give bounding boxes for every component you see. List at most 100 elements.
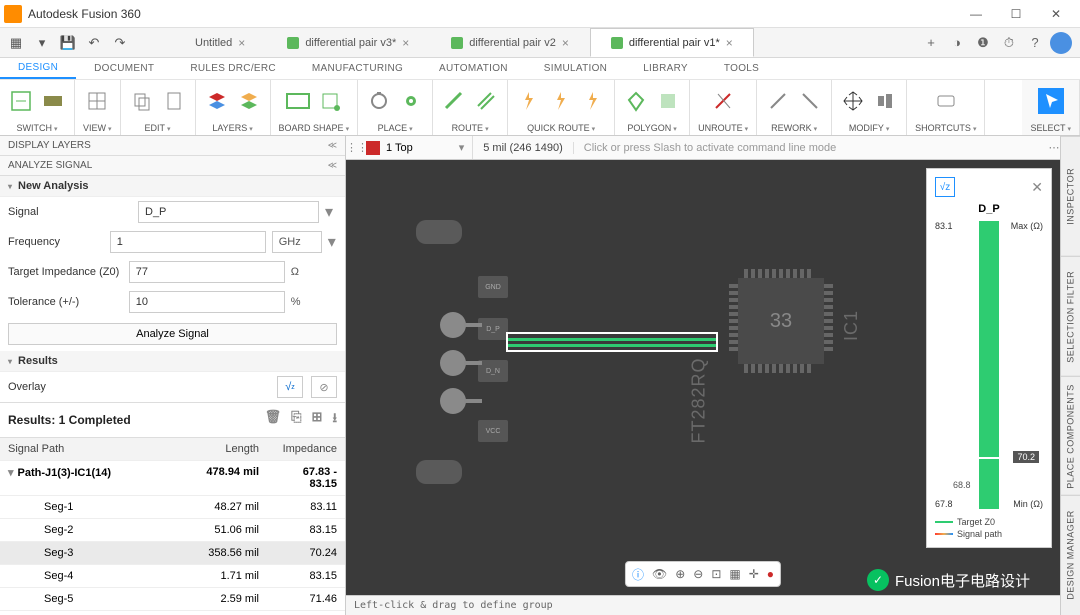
quick1-icon[interactable] <box>516 88 542 114</box>
place-icon[interactable] <box>366 88 392 114</box>
frequency-unit-select[interactable] <box>272 231 322 253</box>
pcb-canvas[interactable]: GND D_P D_N VCC 33 FT282RQ IC1 <box>346 160 1060 615</box>
schematic-icon[interactable] <box>8 88 34 114</box>
select-icon[interactable] <box>1038 88 1064 114</box>
outline-icon[interactable] <box>285 88 311 114</box>
paste-icon[interactable] <box>161 88 187 114</box>
delete-icon[interactable]: 🗑 <box>265 409 282 431</box>
menu-simulation[interactable]: SIMULATION <box>526 58 625 79</box>
menu-tools[interactable]: TOOLS <box>706 58 777 79</box>
tab-diffpair-v2[interactable]: differential pair v2× <box>430 28 590 57</box>
rework-icon[interactable] <box>765 88 791 114</box>
ribbon-route[interactable]: ROUTE <box>433 80 508 135</box>
move-icon[interactable] <box>840 88 866 114</box>
undo-icon[interactable]: ↶ <box>82 31 106 55</box>
new-analysis-header[interactable]: ▾New Analysis <box>0 176 345 197</box>
table-row[interactable]: Seg-148.27 mil83.11 <box>0 496 345 519</box>
ribbon-board-shape[interactable]: BOARD SHAPE <box>271 80 359 135</box>
save-icon[interactable]: 💾 <box>56 31 80 55</box>
layer-selector[interactable]: 1 Top▾ <box>358 136 473 159</box>
overlay-off-button[interactable]: ⊘ <box>311 376 337 398</box>
close-icon[interactable]: × <box>238 36 245 50</box>
tab-diffpair-v1[interactable]: differential pair v1*× <box>590 28 754 57</box>
tolerance-input[interactable] <box>129 291 285 313</box>
analyze-signal-panel-header[interactable]: ANALYZE SIGNAL≪ <box>0 156 345 176</box>
ribbon-shortcuts[interactable]: SHORTCUTS <box>907 80 985 135</box>
menu-automation[interactable]: AUTOMATION <box>421 58 526 79</box>
close-icon[interactable]: × <box>726 36 733 50</box>
impedance-icon[interactable]: √z <box>935 177 955 197</box>
table-row[interactable]: Seg-251.06 mil83.15 <box>0 519 345 542</box>
layers-icon[interactable] <box>204 88 230 114</box>
route-icon[interactable] <box>441 88 467 114</box>
panel-drag-icon[interactable]: ⋮⋮ <box>346 141 358 154</box>
table-icon[interactable]: ⊞ <box>312 409 323 431</box>
diffroute-icon[interactable] <box>473 88 499 114</box>
zoom-fit-icon[interactable]: ⊡ <box>711 567 721 581</box>
export-icon[interactable]: ⭳ <box>332 409 337 431</box>
apps-icon[interactable]: ▦ <box>4 31 28 55</box>
analyze-signal-button[interactable]: Analyze Signal <box>8 323 337 345</box>
overflow-icon[interactable]: ⋯ <box>1048 141 1060 154</box>
ribbon-unroute[interactable]: UNROUTE <box>690 80 757 135</box>
close-button[interactable]: ✕ <box>1036 0 1076 28</box>
via-icon[interactable] <box>398 88 424 114</box>
redo-icon[interactable]: ↷ <box>108 31 132 55</box>
tab-untitled[interactable]: Untitled× <box>174 28 266 57</box>
minimize-button[interactable]: — <box>956 0 996 28</box>
table-row[interactable]: Seg-52.59 mil71.46 <box>0 588 345 611</box>
board-icon[interactable] <box>40 88 66 114</box>
eye-icon[interactable]: 👁 <box>652 567 667 581</box>
copy-icon[interactable] <box>129 88 155 114</box>
menu-document[interactable]: DOCUMENT <box>76 58 172 79</box>
extensions-icon[interactable]: ◑ <box>946 32 968 54</box>
impedance-input[interactable] <box>129 261 285 283</box>
ribbon-switch[interactable]: SWITCH <box>0 80 75 135</box>
ribbon-modify[interactable]: MODIFY <box>832 80 907 135</box>
unroute-icon[interactable] <box>710 88 736 114</box>
close-icon[interactable]: × <box>562 36 569 50</box>
align-icon[interactable] <box>872 88 898 114</box>
copy-icon[interactable]: ⎘ <box>291 409 301 431</box>
tab-selection-filter[interactable]: SELECTION FILTER <box>1061 256 1080 376</box>
ribbon-quick-route[interactable]: QUICK ROUTE <box>508 80 615 135</box>
close-icon[interactable]: ✕ <box>1031 179 1043 196</box>
grid-icon[interactable] <box>84 88 110 114</box>
menu-design[interactable]: DESIGN <box>0 58 76 79</box>
shortcut-icon[interactable] <box>933 88 959 114</box>
menu-rules[interactable]: RULES DRC/ERC <box>172 58 294 79</box>
table-row[interactable]: Seg-3358.56 mil70.24 <box>0 542 345 565</box>
ribbon-layers[interactable]: LAYERS <box>196 80 271 135</box>
grid-icon[interactable]: ▦ <box>729 567 740 581</box>
record-icon[interactable]: ● <box>767 567 774 581</box>
ribbon-place[interactable]: PLACE <box>358 80 433 135</box>
new-icon[interactable]: ▾ <box>30 31 54 55</box>
ribbon-select[interactable]: SELECT <box>1022 80 1080 135</box>
results-header[interactable]: ▾Results <box>0 351 345 372</box>
maximize-button[interactable]: ☐ <box>996 0 1036 28</box>
close-icon[interactable]: × <box>402 36 409 50</box>
avatar[interactable] <box>1050 32 1072 54</box>
menu-manufacturing[interactable]: MANUFACTURING <box>294 58 421 79</box>
tab-inspector[interactable]: INSPECTOR <box>1061 136 1080 256</box>
ribbon-edit[interactable]: EDIT <box>121 80 196 135</box>
help-icon[interactable]: ? <box>1024 32 1046 54</box>
quick2-icon[interactable] <box>548 88 574 114</box>
tab-diffpair-v3[interactable]: differential pair v3*× <box>266 28 430 57</box>
outline2-icon[interactable] <box>317 88 343 114</box>
new-tab-button[interactable]: + <box>920 32 942 54</box>
zoom-out-icon[interactable]: ⊖ <box>693 567 703 581</box>
tab-design-manager[interactable]: DESIGN MANAGER <box>1061 495 1080 615</box>
quick3-icon[interactable] <box>580 88 606 114</box>
notifications-icon[interactable]: ❶ <box>972 32 994 54</box>
rework2-icon[interactable] <box>797 88 823 114</box>
origin-icon[interactable]: ✛ <box>749 567 759 581</box>
tab-place-components[interactable]: PLACE COMPONENTS <box>1061 376 1080 496</box>
menu-library[interactable]: LIBRARY <box>625 58 706 79</box>
ribbon-rework[interactable]: REWORK <box>757 80 832 135</box>
poly-icon[interactable] <box>623 88 649 114</box>
frequency-input[interactable] <box>110 231 266 253</box>
poly2-icon[interactable] <box>655 88 681 114</box>
table-row[interactable]: Seg-41.71 mil83.15 <box>0 565 345 588</box>
layers2-icon[interactable] <box>236 88 262 114</box>
